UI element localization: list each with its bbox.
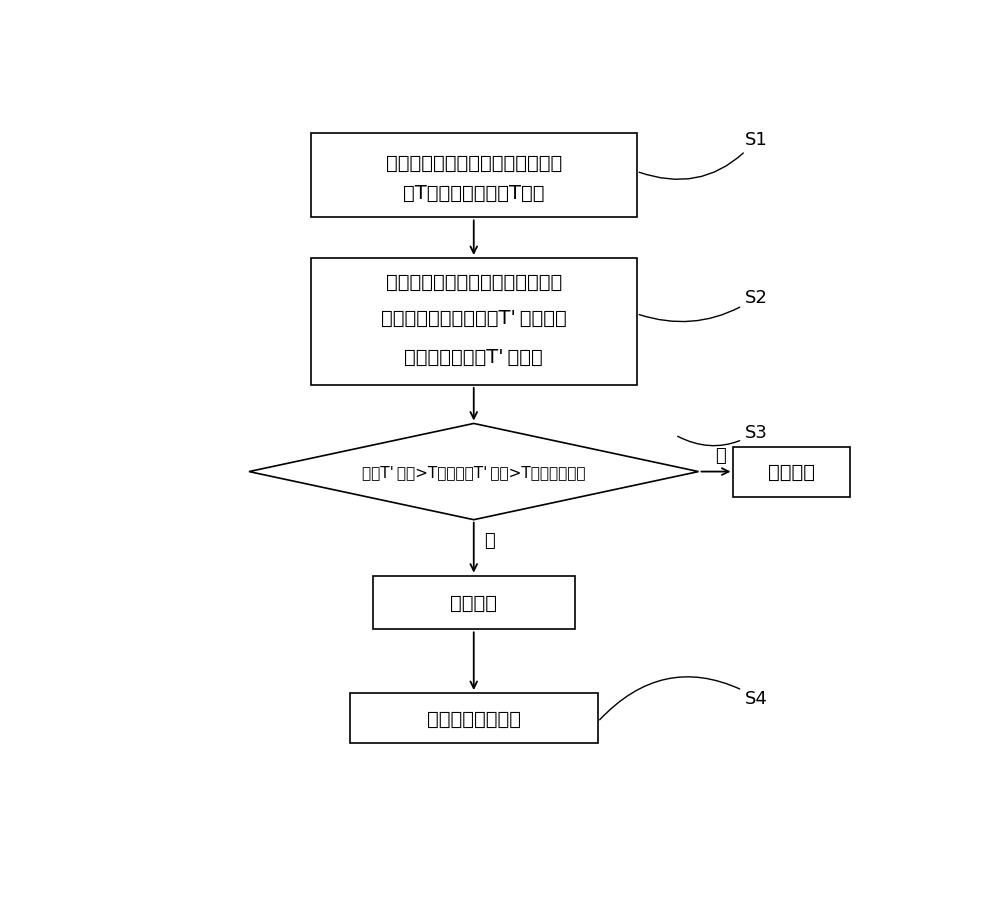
Text: S2: S2 bbox=[639, 289, 768, 322]
Text: 否: 否 bbox=[484, 531, 495, 549]
Text: 水泵正常: 水泵正常 bbox=[768, 463, 815, 482]
Bar bbox=[311, 133, 637, 218]
Text: 水泵异常: 水泵异常 bbox=[450, 594, 497, 612]
Bar bbox=[311, 259, 637, 385]
Text: 度T暖出和回水温度T暖回: 度T暖出和回水温度T暖回 bbox=[403, 183, 544, 202]
Text: 发出水泵异常信号: 发出水泵异常信号 bbox=[427, 709, 521, 728]
Text: 火后的回水温度T' 暖回；: 火后的回水温度T' 暖回； bbox=[404, 347, 543, 366]
Bar bbox=[350, 693, 598, 743]
Text: S3: S3 bbox=[678, 423, 768, 446]
Text: 当换热设备执行点火工序后，实时: 当换热设备执行点火工序后，实时 bbox=[386, 272, 562, 291]
Text: 是: 是 bbox=[715, 446, 726, 465]
Text: 换热设备待机时，实时采集出水温: 换热设备待机时，实时采集出水温 bbox=[386, 153, 562, 172]
Polygon shape bbox=[249, 424, 698, 520]
Bar bbox=[733, 447, 850, 497]
Text: 判断T' 暖出>T暖出，且T' 暖回>T暖回是否成立: 判断T' 暖出>T暖出，且T' 暖回>T暖回是否成立 bbox=[362, 465, 586, 480]
Bar bbox=[373, 575, 574, 630]
Text: 采集点火后的出水温度T' 暖出和点: 采集点火后的出水温度T' 暖出和点 bbox=[381, 308, 567, 327]
Text: S4: S4 bbox=[600, 677, 768, 720]
Text: S1: S1 bbox=[639, 131, 768, 180]
